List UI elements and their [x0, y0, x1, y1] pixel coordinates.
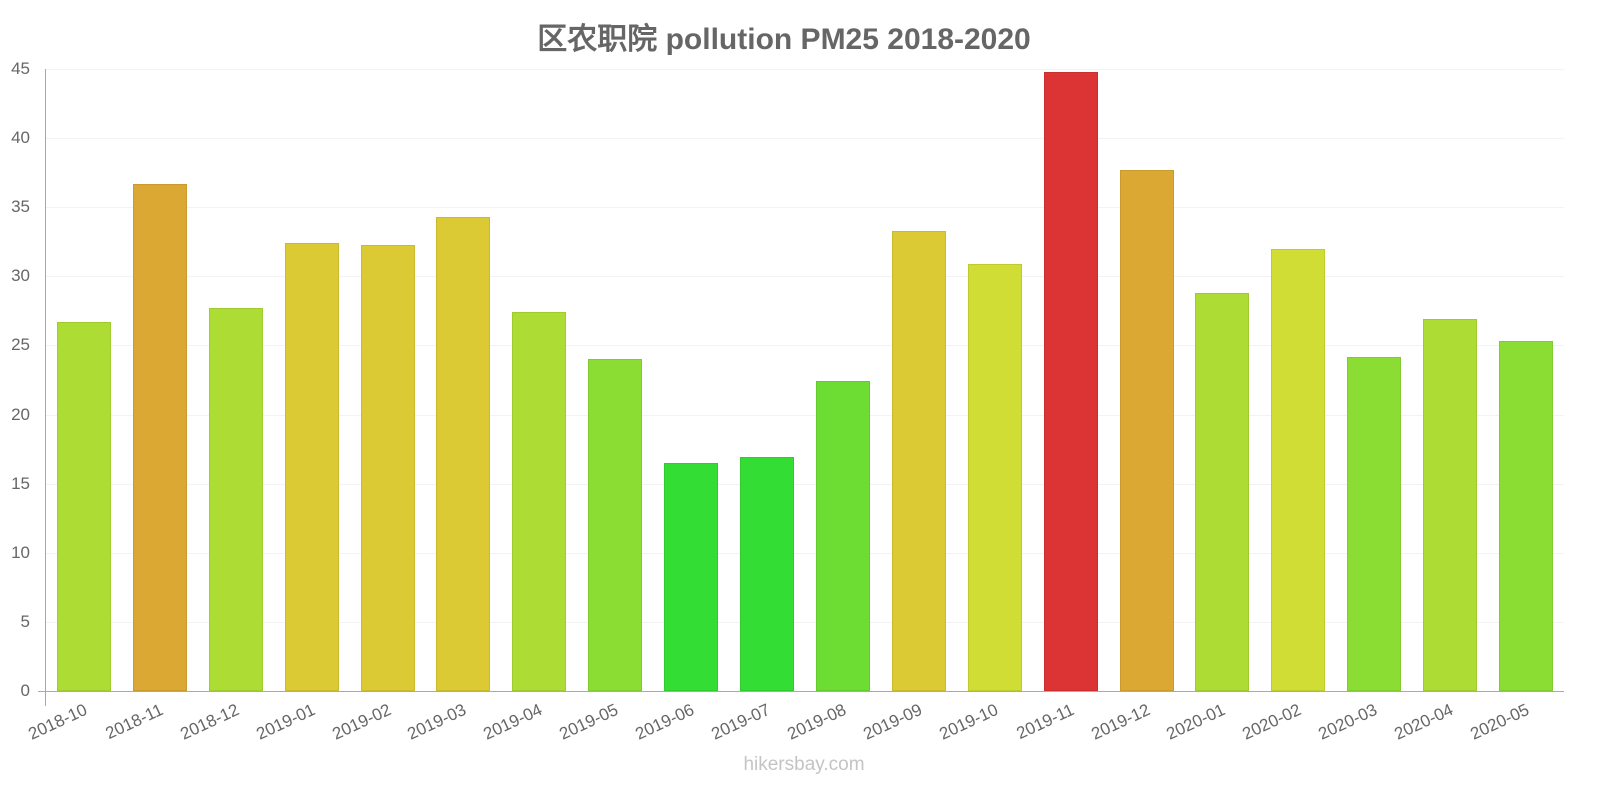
chart-title: 区农职院 pollution PM25 2018-2020	[537, 23, 1031, 56]
gridline	[46, 483, 1564, 485]
y-tick-label: 40	[11, 128, 30, 148]
y-axis	[45, 69, 46, 706]
bar-2020-02[interactable]	[1271, 248, 1326, 691]
y-tick-label: 25	[11, 335, 30, 355]
x-axis	[38, 691, 1564, 692]
gridline	[46, 621, 1564, 623]
x-tick-label: 2020-02	[1239, 700, 1305, 744]
x-tick-label: 2020-03	[1315, 700, 1381, 744]
y-tick-label: 30	[11, 266, 30, 286]
x-tick-label: 2020-05	[1467, 700, 1533, 744]
gridline	[46, 414, 1564, 416]
x-tick-label: 2019-01	[253, 700, 318, 744]
bar-2019-07[interactable]	[740, 457, 795, 691]
bar-2019-12[interactable]	[1119, 169, 1174, 691]
bar-2019-10[interactable]	[967, 263, 1022, 691]
y-tick-label: 0	[20, 681, 30, 700]
x-tick-label: 2019-09	[860, 700, 925, 744]
y-tick-label: 10	[11, 542, 30, 562]
bar-2020-01[interactable]	[1195, 292, 1250, 691]
gridline	[46, 207, 1564, 209]
bar-2018-10[interactable]	[56, 321, 111, 691]
x-tick-label: 2019-05	[556, 700, 622, 744]
bar-2020-04[interactable]	[1423, 319, 1478, 691]
bar-2020-03[interactable]	[1347, 356, 1402, 691]
bar-2018-11[interactable]	[132, 183, 187, 691]
gridline	[46, 345, 1564, 347]
bar-2019-08[interactable]	[815, 381, 870, 691]
x-tick-label: 2018-11	[102, 700, 166, 744]
y-tick-label: 45	[11, 59, 30, 78]
x-tick-label: 2019-03	[404, 700, 470, 744]
bar-2019-04[interactable]	[512, 312, 567, 691]
x-tick-label: 2019-06	[632, 700, 698, 744]
bar-2018-12[interactable]	[208, 308, 263, 691]
x-tick-label: 2019-12	[1088, 700, 1153, 744]
gridline	[46, 276, 1564, 278]
x-tick-label: 2019-02	[329, 700, 394, 744]
x-tick-label: 2019-04	[480, 700, 546, 744]
x-tick-label: 2020-04	[1391, 700, 1457, 744]
y-tick-label: 15	[11, 473, 30, 493]
y-tick-label: 35	[11, 197, 30, 217]
bar-2019-09[interactable]	[891, 230, 946, 691]
bar-2019-01[interactable]	[284, 243, 339, 691]
gridline	[46, 138, 1564, 140]
y-tick-label: 5	[20, 611, 30, 631]
bar-2019-03[interactable]	[436, 216, 491, 691]
bar-2019-02[interactable]	[360, 244, 415, 691]
x-tick-label: 2019-07	[708, 700, 774, 744]
bar-2019-11[interactable]	[1043, 71, 1098, 691]
x-tick-label: 2019-10	[936, 700, 1001, 744]
bar-2020-05[interactable]	[1499, 341, 1554, 691]
gridline	[46, 552, 1564, 554]
bar-2019-06[interactable]	[664, 462, 719, 691]
x-tick-label: 2019-08	[784, 700, 849, 744]
gridline	[46, 69, 1564, 70]
y-tick-label: 20	[11, 404, 30, 424]
watermark: hikersbay.com	[743, 754, 865, 775]
x-tick-label: 2018-12	[177, 700, 242, 744]
bar-2019-05[interactable]	[588, 359, 643, 691]
x-tick-label: 2018-10	[25, 700, 90, 744]
x-tick-label: 2019-11	[1013, 700, 1077, 744]
x-tick-label: 2020-01	[1163, 700, 1229, 744]
